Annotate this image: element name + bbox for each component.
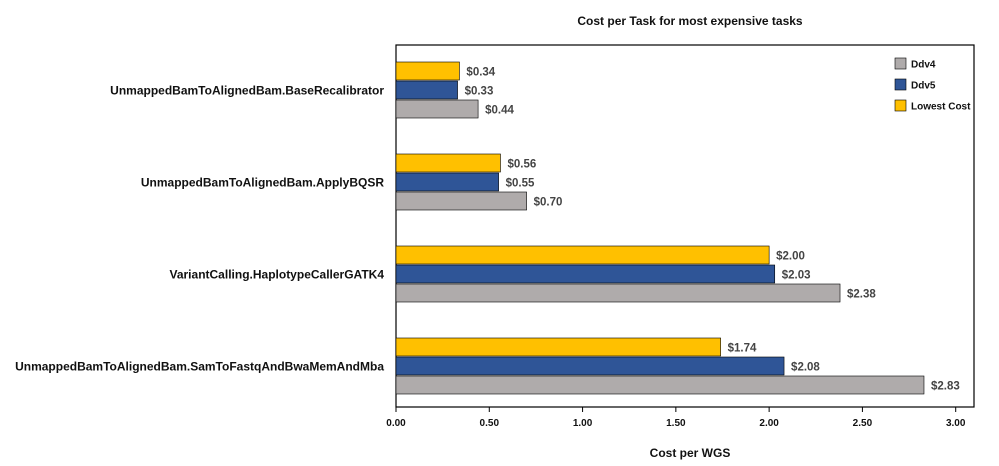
- plot-frame: [395, 44, 975, 408]
- x-tick-label: 3.00: [946, 418, 966, 429]
- bar-ddv5: [395, 264, 776, 284]
- legend-swatch: [894, 78, 907, 91]
- bar-lowest-cost: [395, 153, 501, 173]
- bar-lowest-cost: [395, 61, 460, 81]
- data-labels-group: $0.34 $0.33 $0.44 $0.56 $0.55 $0.70 $2.00 $2.03…: [465, 67, 960, 393]
- bar-ddv5: [395, 172, 499, 192]
- x-axis-label: Cost per WGS: [650, 446, 731, 460]
- data-label: $2.38: [847, 289, 876, 301]
- bar-ddv5: [395, 356, 785, 376]
- bar-lowest-cost: [395, 245, 770, 265]
- data-label: $0.33: [465, 86, 494, 98]
- bar-ddv5: [395, 80, 458, 100]
- data-label: $2.83: [931, 381, 960, 393]
- legend: Ddv4 Ddv5 Lowest Cost: [890, 50, 971, 118]
- legend-label: Ddv5: [911, 81, 936, 92]
- legend-label: Lowest Cost: [911, 102, 971, 113]
- category-labels-group: UnmappedBamToAlignedBam.BaseRecalibrator…: [15, 84, 384, 374]
- data-label: $0.44: [485, 105, 514, 117]
- bars-group: [395, 61, 925, 395]
- legend-label: Ddv4: [911, 60, 936, 71]
- x-tick-label: 0.50: [480, 418, 500, 429]
- category-label: VariantCalling.HaplotypeCallerGATK4: [170, 268, 385, 282]
- bar-ddv4: [395, 191, 527, 211]
- data-label: $2.08: [791, 362, 820, 374]
- category-label: UnmappedBamToAlignedBam.ApplyBQSR: [141, 176, 384, 190]
- data-label: $1.74: [728, 343, 757, 355]
- x-tick-label: 1.00: [573, 418, 593, 429]
- data-label: $2.03: [782, 270, 811, 282]
- bar-lowest-cost: [395, 337, 721, 357]
- bar-ddv4: [395, 375, 925, 395]
- x-tick-label: 2.50: [853, 418, 873, 429]
- bar-ddv4: [395, 283, 841, 303]
- chart-title: Cost per Task for most expensive tasks: [577, 14, 803, 28]
- bar-ddv4: [395, 99, 479, 119]
- legend-swatch: [894, 57, 907, 70]
- data-label: $2.00: [776, 251, 805, 263]
- data-label: $0.70: [534, 197, 563, 209]
- category-label: UnmappedBamToAlignedBam.BaseRecalibrator: [110, 84, 384, 98]
- category-label: UnmappedBamToAlignedBam.SamToFastqAndBwa…: [15, 360, 384, 374]
- data-label: $0.34: [466, 67, 495, 79]
- data-label: $0.55: [506, 178, 535, 190]
- x-tick-label: 0.00: [386, 418, 406, 429]
- x-tick-label: 1.50: [666, 418, 686, 429]
- legend-swatch: [894, 99, 907, 112]
- x-ticks-group: 0.00 0.50 1.00 1.50 2.00 2.50 3.00: [386, 407, 966, 429]
- data-label: $0.56: [507, 159, 536, 171]
- x-tick-label: 2.00: [759, 418, 779, 429]
